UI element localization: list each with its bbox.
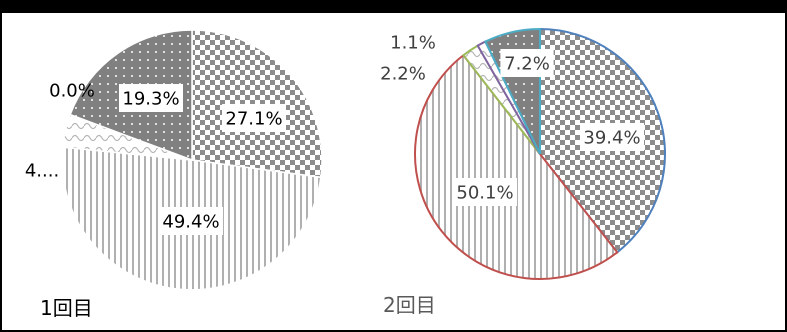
- pie1-label-bg-1: [222, 104, 286, 132]
- pie1-label-bg-5: [119, 84, 183, 112]
- pie1-data-label-27-1: 27.1%: [225, 108, 282, 129]
- pie1-slice-1: [191, 29, 322, 179]
- pie2-data-label-2-2: 2.2%: [380, 63, 426, 84]
- pie1-label-bg-2: [159, 207, 223, 235]
- pie1-data-label-4: 4....: [25, 160, 59, 181]
- pie1-data-label-19-3: 19.3%: [122, 88, 179, 109]
- pie-caption-2: 2回目: [383, 293, 436, 317]
- pie2-slice-2: [414, 53, 619, 280]
- pie-caption-1: 1回目: [40, 296, 93, 320]
- pie2-label-bg-5: [500, 49, 554, 77]
- pie2-data-label-7-2: 7.2%: [504, 53, 550, 74]
- pie1-data-label-49-4: 49.4%: [162, 211, 219, 232]
- pie2-data-label-50-1: 50.1%: [456, 182, 513, 203]
- pie-chart-1: 27.1% 49.4% 4.... 0.0% 19.3%: [25, 29, 322, 291]
- pie2-data-label-1-1: 1.1%: [390, 32, 436, 53]
- pie-chart-2: 39.4% 50.1% 2.2% 1.1% 7.2%: [380, 27, 666, 280]
- pie2-label-bg-2: [453, 178, 517, 206]
- pie2-label-bg-1: [580, 123, 644, 151]
- pie1-data-label-0-0: 0.0%: [49, 80, 95, 101]
- pie2-data-label-39-4: 39.4%: [583, 127, 640, 148]
